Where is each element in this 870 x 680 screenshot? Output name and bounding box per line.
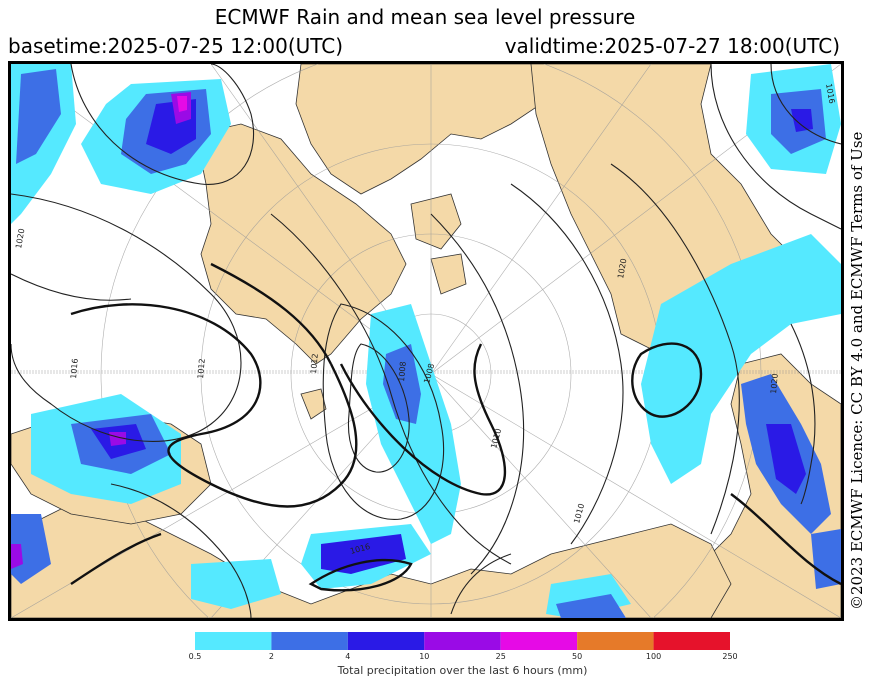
weather-map[interactable]: 1020 1020 1016 1012 1012 1008 1008 1010 … [8, 61, 844, 621]
canadian-archipelago [295, 64, 542, 195]
legend-tick-label: 4 [345, 652, 351, 661]
legend-color-block [271, 632, 348, 650]
isobar-label: 1016 [824, 83, 836, 105]
legend-tick-label: 100 [645, 652, 662, 661]
isobar-labels: 1020 1020 1016 1012 1012 1008 1008 1010 … [14, 83, 836, 556]
legend-tick-label: 50 [572, 652, 583, 661]
legend-color-block [195, 632, 272, 650]
precip-cyan-right [641, 234, 841, 484]
legend-color-block [653, 632, 730, 650]
isobar-bold-layer [70, 262, 841, 592]
precip-blue-central [383, 344, 421, 424]
legend-tick-label: 0.5 [188, 652, 202, 661]
legend-color-block [347, 632, 425, 650]
precip-blue-br-2 [556, 594, 626, 618]
legend-tick-label: 10 [419, 652, 430, 661]
precip-cyan-bottom-2 [191, 559, 281, 609]
precip-blue-bl [11, 514, 51, 584]
legend-color-block [577, 632, 654, 650]
canadian-island-2 [430, 253, 467, 295]
legend-color-block [424, 632, 501, 650]
validtime-label: validtime:2025-07-27 18:00(UTC) [504, 34, 840, 58]
canadian-island [410, 193, 462, 250]
legend-tick-label: 250 [722, 652, 738, 661]
precip-magenta-nw [177, 96, 187, 112]
precip-indigo-ne [791, 109, 813, 132]
isobar-label: 1010 [572, 503, 586, 525]
legend-caption: Total precipitation over the last 6 hour… [337, 664, 588, 677]
greenland-landmass [195, 123, 407, 365]
legend-bar [195, 632, 730, 650]
legend-color-block [500, 632, 578, 650]
svalbard-island [300, 388, 327, 420]
legend-tick-label: 25 [495, 652, 506, 661]
precip-blue-br [811, 529, 841, 589]
licence-text: ©2023 ECMWF Licence: CC BY 4.0 and ECMWF… [848, 131, 866, 610]
precip-purple-sw [109, 432, 126, 446]
isobar-label: 1012 [196, 358, 207, 379]
isobar-label: 1008 [397, 361, 408, 382]
map-canvas: 1020 1020 1016 1012 1012 1008 1008 1010 … [11, 64, 841, 618]
isobar-label: 1020 [14, 228, 26, 250]
isobar-label: 1020 [769, 373, 780, 394]
legend-tick-label: 2 [268, 652, 274, 661]
basetime-label: basetime:2025-07-25 12:00(UTC) [8, 34, 344, 58]
map-title: ECMWF Rain and mean sea level pressure [214, 5, 636, 29]
precip-blue-left [16, 69, 61, 164]
precip-indigo-bottom [321, 534, 406, 574]
isobar-label: 1020 [616, 258, 628, 280]
isobar-layer [11, 64, 841, 618]
precip-indigo-right [766, 424, 806, 494]
isobar-label: 1016 [69, 358, 80, 379]
isobar-label: 1012 [309, 353, 320, 374]
precip-purple-bl [11, 544, 23, 569]
precip-color-legend [195, 632, 730, 650]
